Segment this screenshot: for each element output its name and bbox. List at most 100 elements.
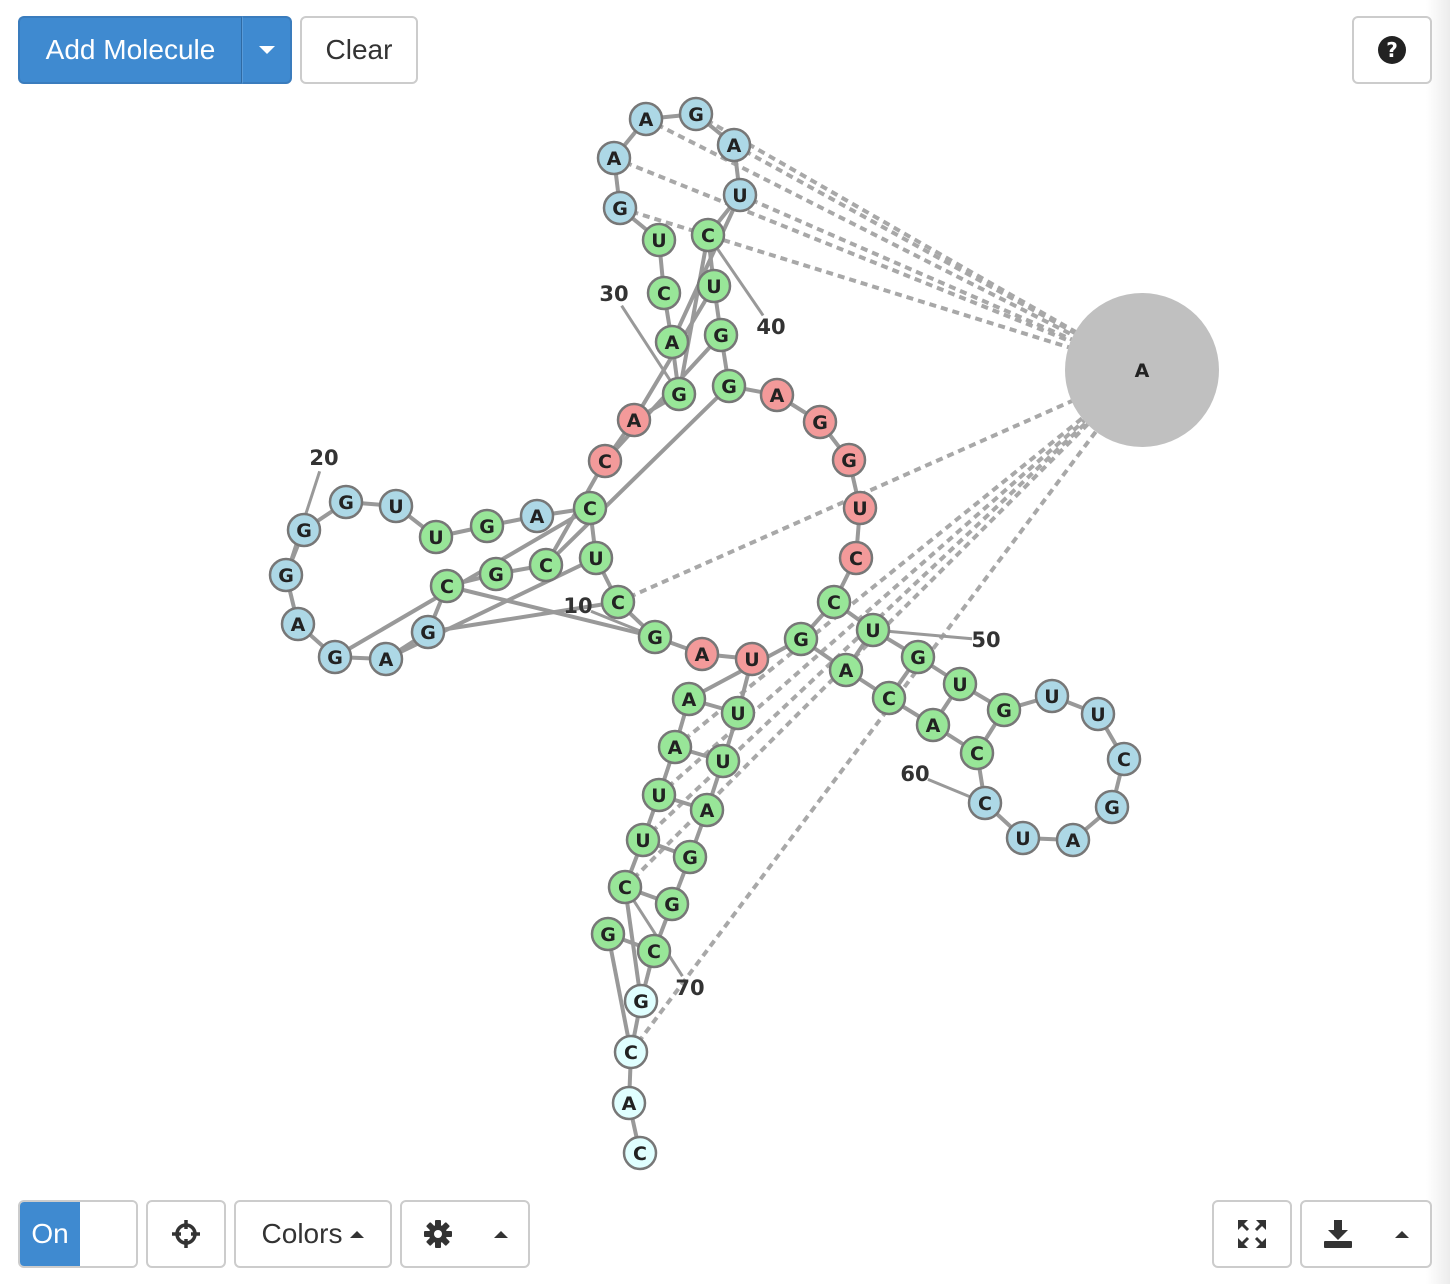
nucleotide[interactable]: C	[600, 584, 636, 620]
nucleotide[interactable]: A	[657, 729, 693, 765]
center-view-button[interactable]	[146, 1200, 226, 1268]
nucleotide[interactable]: C	[429, 568, 465, 604]
nucleotide[interactable]: U	[641, 777, 677, 813]
nucleotide[interactable]: U	[578, 540, 614, 576]
nucleotide[interactable]: U	[734, 641, 770, 677]
nucleotide[interactable]: A	[596, 140, 632, 176]
nucleotide[interactable]: U	[705, 743, 741, 779]
nucleotide[interactable]: G	[590, 916, 626, 952]
clear-button[interactable]: Clear	[300, 16, 418, 84]
nucleotide-circle	[722, 177, 758, 213]
nucleotide[interactable]: G	[602, 190, 638, 226]
nucleotide[interactable]: G	[478, 556, 514, 592]
nucleotide[interactable]: A	[759, 377, 795, 413]
help-button[interactable]: ?	[1352, 16, 1432, 84]
nucleotide[interactable]: C	[967, 785, 1003, 821]
colors-dropdown-button[interactable]: Colors	[234, 1200, 392, 1268]
nucleotide[interactable]: U	[1005, 820, 1041, 856]
add-molecule-dropdown[interactable]	[242, 16, 292, 84]
nucleotide[interactable]: G	[703, 317, 739, 353]
nucleotide[interactable]: U	[418, 519, 454, 555]
base-pair	[677, 234, 710, 395]
nucleotide[interactable]: U	[942, 666, 978, 702]
nucleotide[interactable]: A	[616, 402, 652, 438]
nucleotide[interactable]: U	[1034, 678, 1070, 714]
nucleotide[interactable]: U	[641, 222, 677, 258]
nucleotide[interactable]: U	[1080, 696, 1116, 732]
protein-node[interactable]: A	[1065, 293, 1219, 447]
nucleotide[interactable]: A	[671, 681, 707, 717]
nucleotide[interactable]: G	[654, 886, 690, 922]
nucleotide[interactable]: G	[623, 983, 659, 1019]
nucleotide-circle	[654, 886, 690, 922]
nucleotide[interactable]: C	[528, 547, 564, 583]
nucleotide[interactable]: G	[328, 484, 364, 520]
animation-toggle[interactable]: On	[18, 1200, 138, 1268]
nucleotide[interactable]: U	[696, 268, 732, 304]
nucleotide[interactable]: G	[802, 404, 838, 440]
nucleotide[interactable]: G	[678, 96, 714, 132]
fullscreen-button[interactable]	[1212, 1200, 1292, 1268]
nucleotide[interactable]: G	[672, 839, 708, 875]
nucleotide[interactable]: U	[842, 490, 878, 526]
nucleotide[interactable]: C	[613, 1034, 649, 1070]
nucleotide-circle	[478, 556, 514, 592]
toggle-off-area[interactable]	[80, 1202, 136, 1266]
nucleotide[interactable]: A	[611, 1085, 647, 1121]
nucleotide[interactable]: G	[410, 614, 446, 650]
settings-dropdown-button[interactable]	[400, 1200, 530, 1268]
protein-circle[interactable]	[1065, 293, 1219, 447]
nucleotide[interactable]: A	[915, 707, 951, 743]
nucleotide[interactable]: U	[625, 822, 661, 858]
nucleotide[interactable]: A	[684, 636, 720, 672]
download-dropdown-button[interactable]	[1300, 1200, 1432, 1268]
nucleotide[interactable]: A	[716, 127, 752, 163]
nucleotide[interactable]: C	[871, 680, 907, 716]
nucleotide[interactable]: C	[838, 540, 874, 576]
nucleotide[interactable]: G	[661, 376, 697, 412]
nucleotide[interactable]: C	[636, 933, 672, 969]
nucleotide-letter: A	[668, 737, 683, 759]
index-tick	[888, 629, 973, 641]
nucleotide[interactable]: U	[722, 177, 758, 213]
add-molecule-split-button[interactable]: Add Molecule	[18, 16, 292, 84]
nucleotide[interactable]: C	[816, 584, 852, 620]
nucleotide[interactable]: G	[986, 692, 1022, 728]
nucleotide[interactable]: A	[519, 498, 555, 534]
crosshair-icon	[172, 1220, 200, 1248]
nucleotide[interactable]: A	[1055, 822, 1091, 858]
nucleotide[interactable]: A	[368, 641, 404, 677]
nucleotide-letter: C	[978, 793, 992, 815]
nucleotide[interactable]: G	[711, 368, 747, 404]
nucleotide[interactable]: A	[654, 324, 690, 360]
nucleotide[interactable]: U	[855, 612, 891, 648]
nucleotide[interactable]: A	[628, 101, 664, 137]
nucleotide[interactable]: A	[280, 606, 316, 642]
nucleotide[interactable]: G	[831, 442, 867, 478]
nucleotide-circle	[696, 268, 732, 304]
nucleotide[interactable]: G	[637, 619, 673, 655]
nucleotide[interactable]: C	[572, 490, 608, 526]
nucleotide[interactable]: U	[378, 488, 414, 524]
nucleotide[interactable]: U	[720, 695, 756, 731]
nucleotide[interactable]: G	[469, 508, 505, 544]
nucleotide[interactable]: C	[1106, 741, 1142, 777]
nucleotide[interactable]: A	[689, 792, 725, 828]
nucleotide[interactable]: G	[268, 557, 304, 593]
nucleotide[interactable]: A	[828, 652, 864, 688]
nucleotide[interactable]: G	[1094, 789, 1130, 825]
nucleotide[interactable]: C	[690, 217, 726, 253]
nucleotide[interactable]: G	[286, 512, 322, 548]
nucleotide[interactable]: C	[959, 735, 995, 771]
nucleotide[interactable]: C	[622, 1135, 658, 1171]
nucleotide[interactable]: C	[646, 275, 682, 311]
nucleotide-letter: A	[639, 109, 654, 131]
nucleotide[interactable]: G	[317, 639, 353, 675]
nucleotide[interactable]: C	[607, 869, 643, 905]
nucleotide[interactable]: G	[900, 639, 936, 675]
add-molecule-button[interactable]: Add Molecule	[18, 16, 242, 84]
nucleotide[interactable]: C	[587, 443, 623, 479]
nucleotide[interactable]: G	[783, 621, 819, 657]
